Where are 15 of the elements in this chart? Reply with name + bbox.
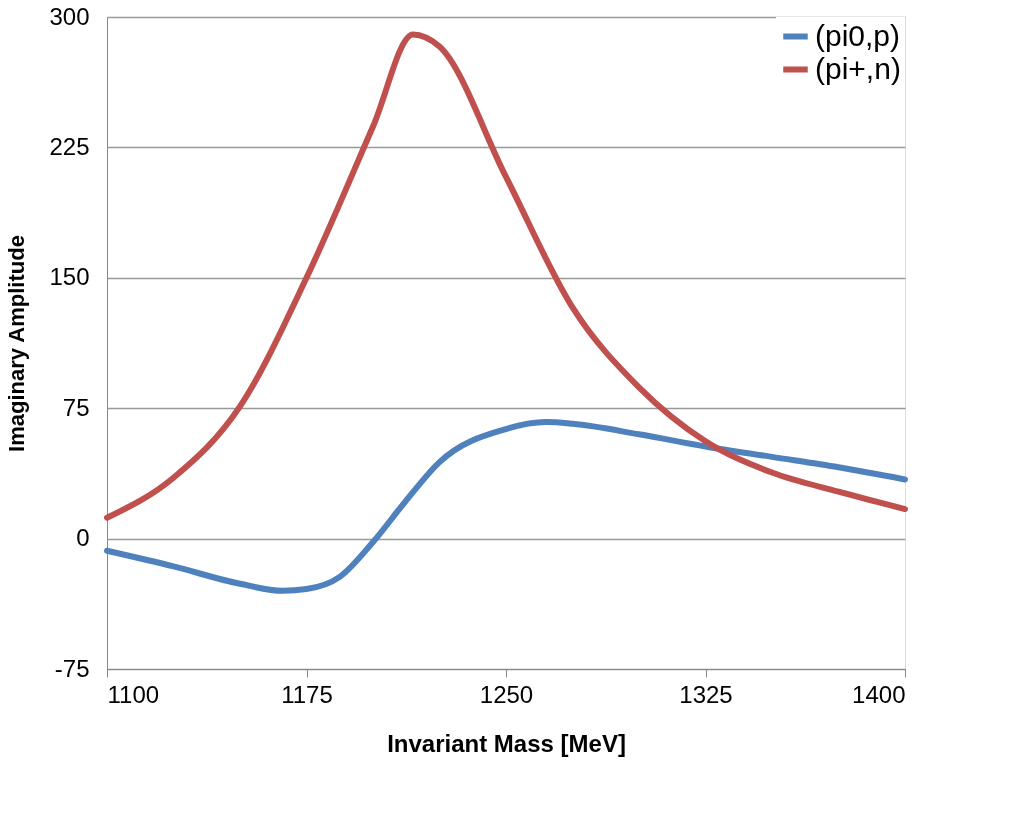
x-tick-label: 1325	[679, 680, 733, 708]
legend-label: (pi0,p)	[815, 18, 901, 52]
y-tick-label: 150	[49, 263, 90, 291]
y-tick-label: 0	[76, 524, 90, 552]
y-tick-label: 300	[49, 2, 90, 30]
x-tick-label: 1250	[479, 680, 534, 708]
y-tick-label: 225	[49, 132, 90, 160]
y-axis-title: Imaginary Amplitude	[4, 235, 30, 452]
x-tick-label: 1400	[852, 680, 906, 708]
x-tick-label: 1175	[281, 680, 333, 708]
y-tick-label: 75	[62, 393, 90, 421]
legend-label: (pi+,n)	[815, 51, 901, 85]
x-axis-title: Invariant Mass [MeV]	[387, 729, 626, 757]
x-tick-label: 1100	[107, 680, 160, 708]
y-tick-label: -75	[54, 654, 90, 682]
